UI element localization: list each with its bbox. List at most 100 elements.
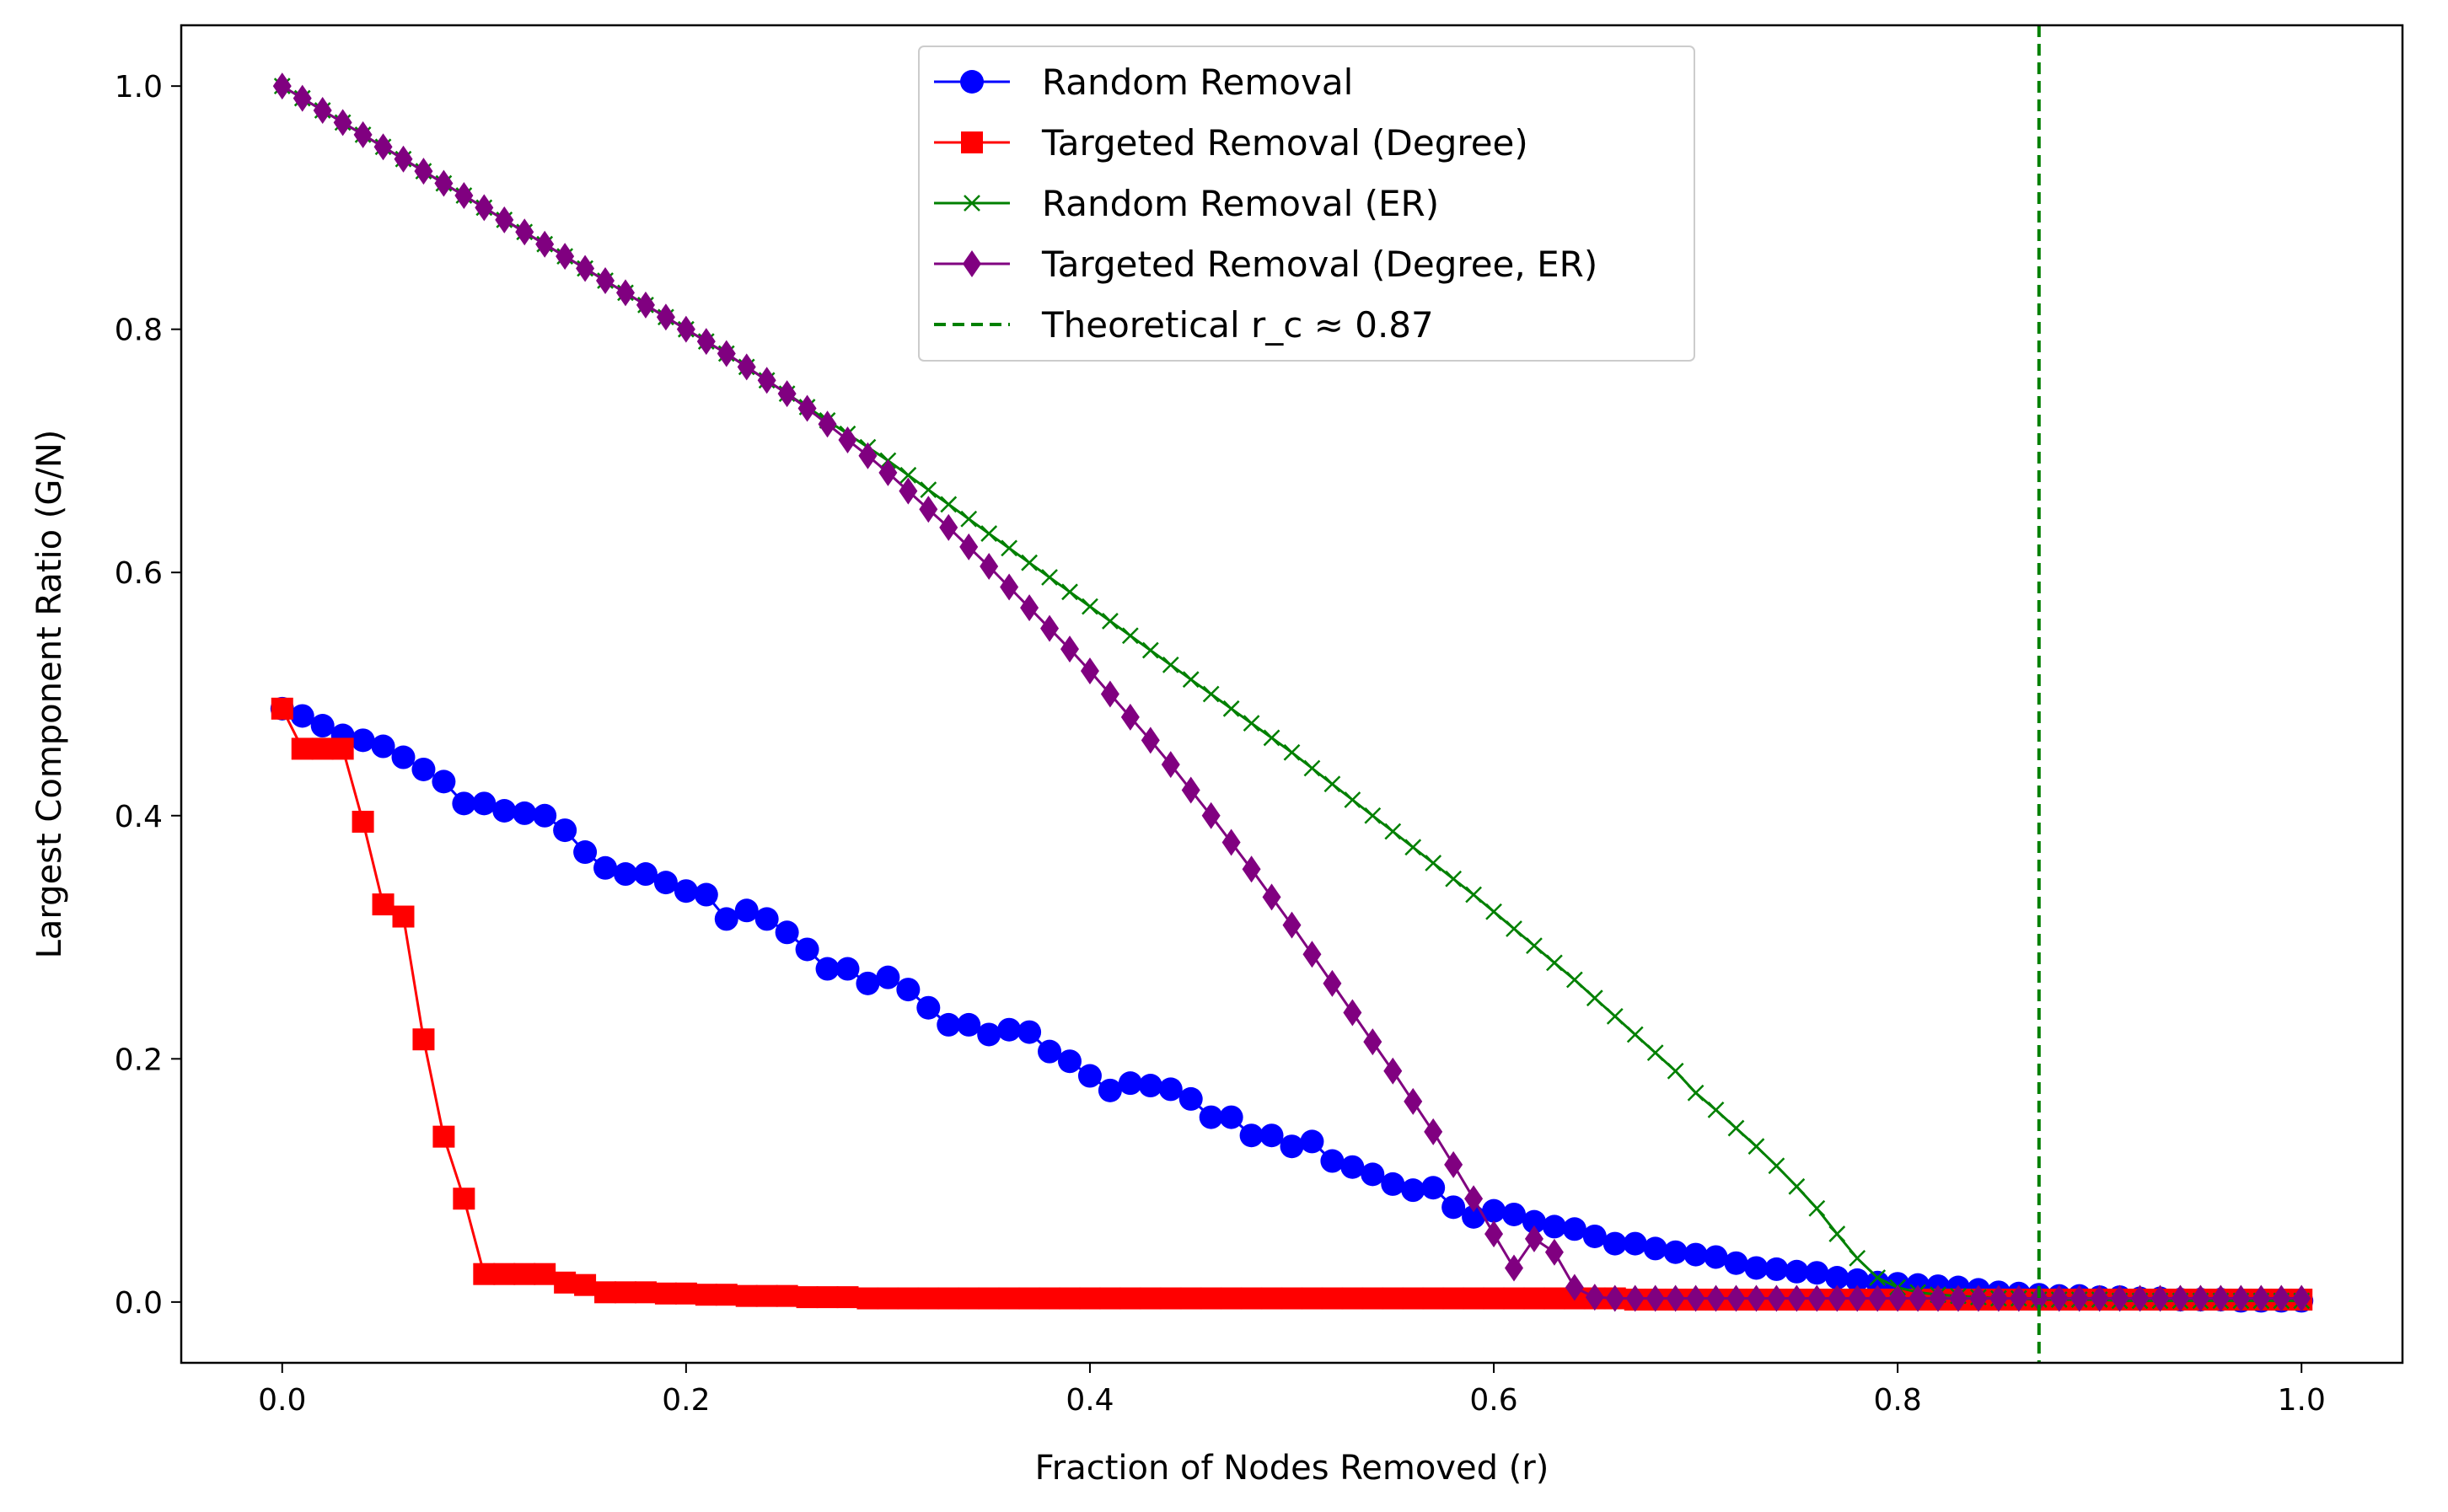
data-point (1626, 1026, 1644, 1043)
data-point (1666, 1284, 1685, 1312)
data-point (1522, 1287, 1545, 1310)
data-point (2009, 1284, 2028, 1312)
data-point (737, 353, 756, 381)
data-point (1546, 954, 1563, 972)
data-point (411, 757, 436, 781)
data-point (1868, 1284, 1887, 1312)
data-point (1465, 886, 1482, 903)
data-point (293, 84, 312, 112)
data-point (899, 466, 917, 484)
data-point (1158, 1077, 1183, 1102)
data-point (2150, 1284, 2170, 1312)
data-point (1989, 1284, 2008, 1312)
data-point (1222, 700, 1240, 717)
data-point (614, 862, 637, 887)
data-point (573, 840, 598, 865)
data-point (2272, 1284, 2291, 1312)
legend-marker (964, 195, 980, 212)
data-point (899, 477, 918, 505)
legend-marker (963, 250, 981, 277)
data-point (1239, 1123, 1264, 1148)
data-point (755, 1284, 778, 1307)
data-point (1302, 941, 1322, 968)
data-point (1724, 1251, 1748, 1275)
data-point (1441, 1195, 1466, 1220)
legend-item: Theoretical r_c ≈ 0.87 (934, 304, 1434, 346)
data-point (978, 1287, 1001, 1310)
data-point (1565, 1273, 1584, 1301)
data-point (1764, 1257, 1789, 1281)
x-tick-label: 0.6 (1469, 1383, 1517, 1418)
data-point (1119, 1287, 1141, 1310)
legend-label: Random Removal (1042, 62, 1353, 103)
data-point (1041, 569, 1058, 586)
data-point (1828, 1225, 1846, 1242)
data-point (1039, 1287, 1061, 1310)
data-point (776, 1284, 798, 1307)
data-point (1344, 791, 1361, 808)
data-point (533, 803, 557, 828)
data-point (1077, 1064, 1102, 1088)
data-point (1100, 680, 1119, 708)
data-point (757, 367, 776, 394)
data-point (1643, 1236, 1667, 1261)
data-point (2049, 1284, 2069, 1312)
data-point (454, 181, 474, 209)
data-point (1361, 1162, 1385, 1187)
data-point (1404, 1087, 1423, 1115)
data-point (715, 1284, 738, 1306)
data-point (1282, 911, 1302, 939)
data-point (1625, 1284, 1645, 1312)
data-point (1646, 1044, 1664, 1061)
data-point (1138, 1074, 1162, 1098)
data-point (596, 266, 615, 294)
data-point (1526, 937, 1543, 955)
x-tick-label: 0.2 (662, 1383, 710, 1418)
x-tick-label: 0.4 (1066, 1383, 1114, 1418)
data-point (1808, 1199, 1826, 1217)
data-point (777, 380, 797, 408)
data-point (836, 1286, 859, 1309)
data-point (653, 871, 678, 895)
data-point (1381, 1172, 1405, 1196)
legend-marker (961, 131, 983, 153)
data-point (1687, 1084, 1704, 1102)
data-point (1543, 1287, 1565, 1310)
data-point (291, 737, 314, 760)
data-point (313, 96, 332, 124)
data-point (432, 1125, 455, 1148)
data-point (1200, 1287, 1222, 1310)
data-point (1663, 1240, 1688, 1264)
data-point (1828, 1284, 1847, 1312)
data-point (1321, 1287, 1344, 1310)
data-point (1402, 1287, 1425, 1310)
data-point (1707, 1102, 1725, 1118)
data-point (1242, 855, 1261, 883)
data-point (1020, 594, 1039, 622)
data-point (2231, 1284, 2251, 1312)
data-point (656, 303, 675, 331)
data-point (1323, 775, 1341, 793)
data-point (1582, 1224, 1607, 1248)
data-point (1485, 903, 1502, 920)
data-point (1445, 870, 1463, 887)
data-point (2191, 1284, 2210, 1312)
data-point (1243, 715, 1260, 732)
data-point (1502, 1202, 1526, 1226)
data-point (1001, 539, 1018, 557)
data-point (877, 1287, 899, 1310)
legend-label: Targeted Removal (Degree, ER) (1041, 244, 1597, 285)
data-point (1040, 614, 1060, 642)
data-point (695, 1284, 717, 1306)
data-point (1747, 1284, 1766, 1312)
data-point (2252, 1284, 2271, 1312)
data-point (1141, 641, 1159, 659)
data-point (916, 995, 941, 1020)
data-point (475, 194, 494, 222)
data-point (917, 1287, 940, 1310)
data-point (1259, 1123, 1284, 1148)
legend-item: Targeted Removal (Degree, ER) (934, 244, 1597, 285)
data-point (1182, 671, 1200, 689)
data-point (1383, 1057, 1403, 1085)
